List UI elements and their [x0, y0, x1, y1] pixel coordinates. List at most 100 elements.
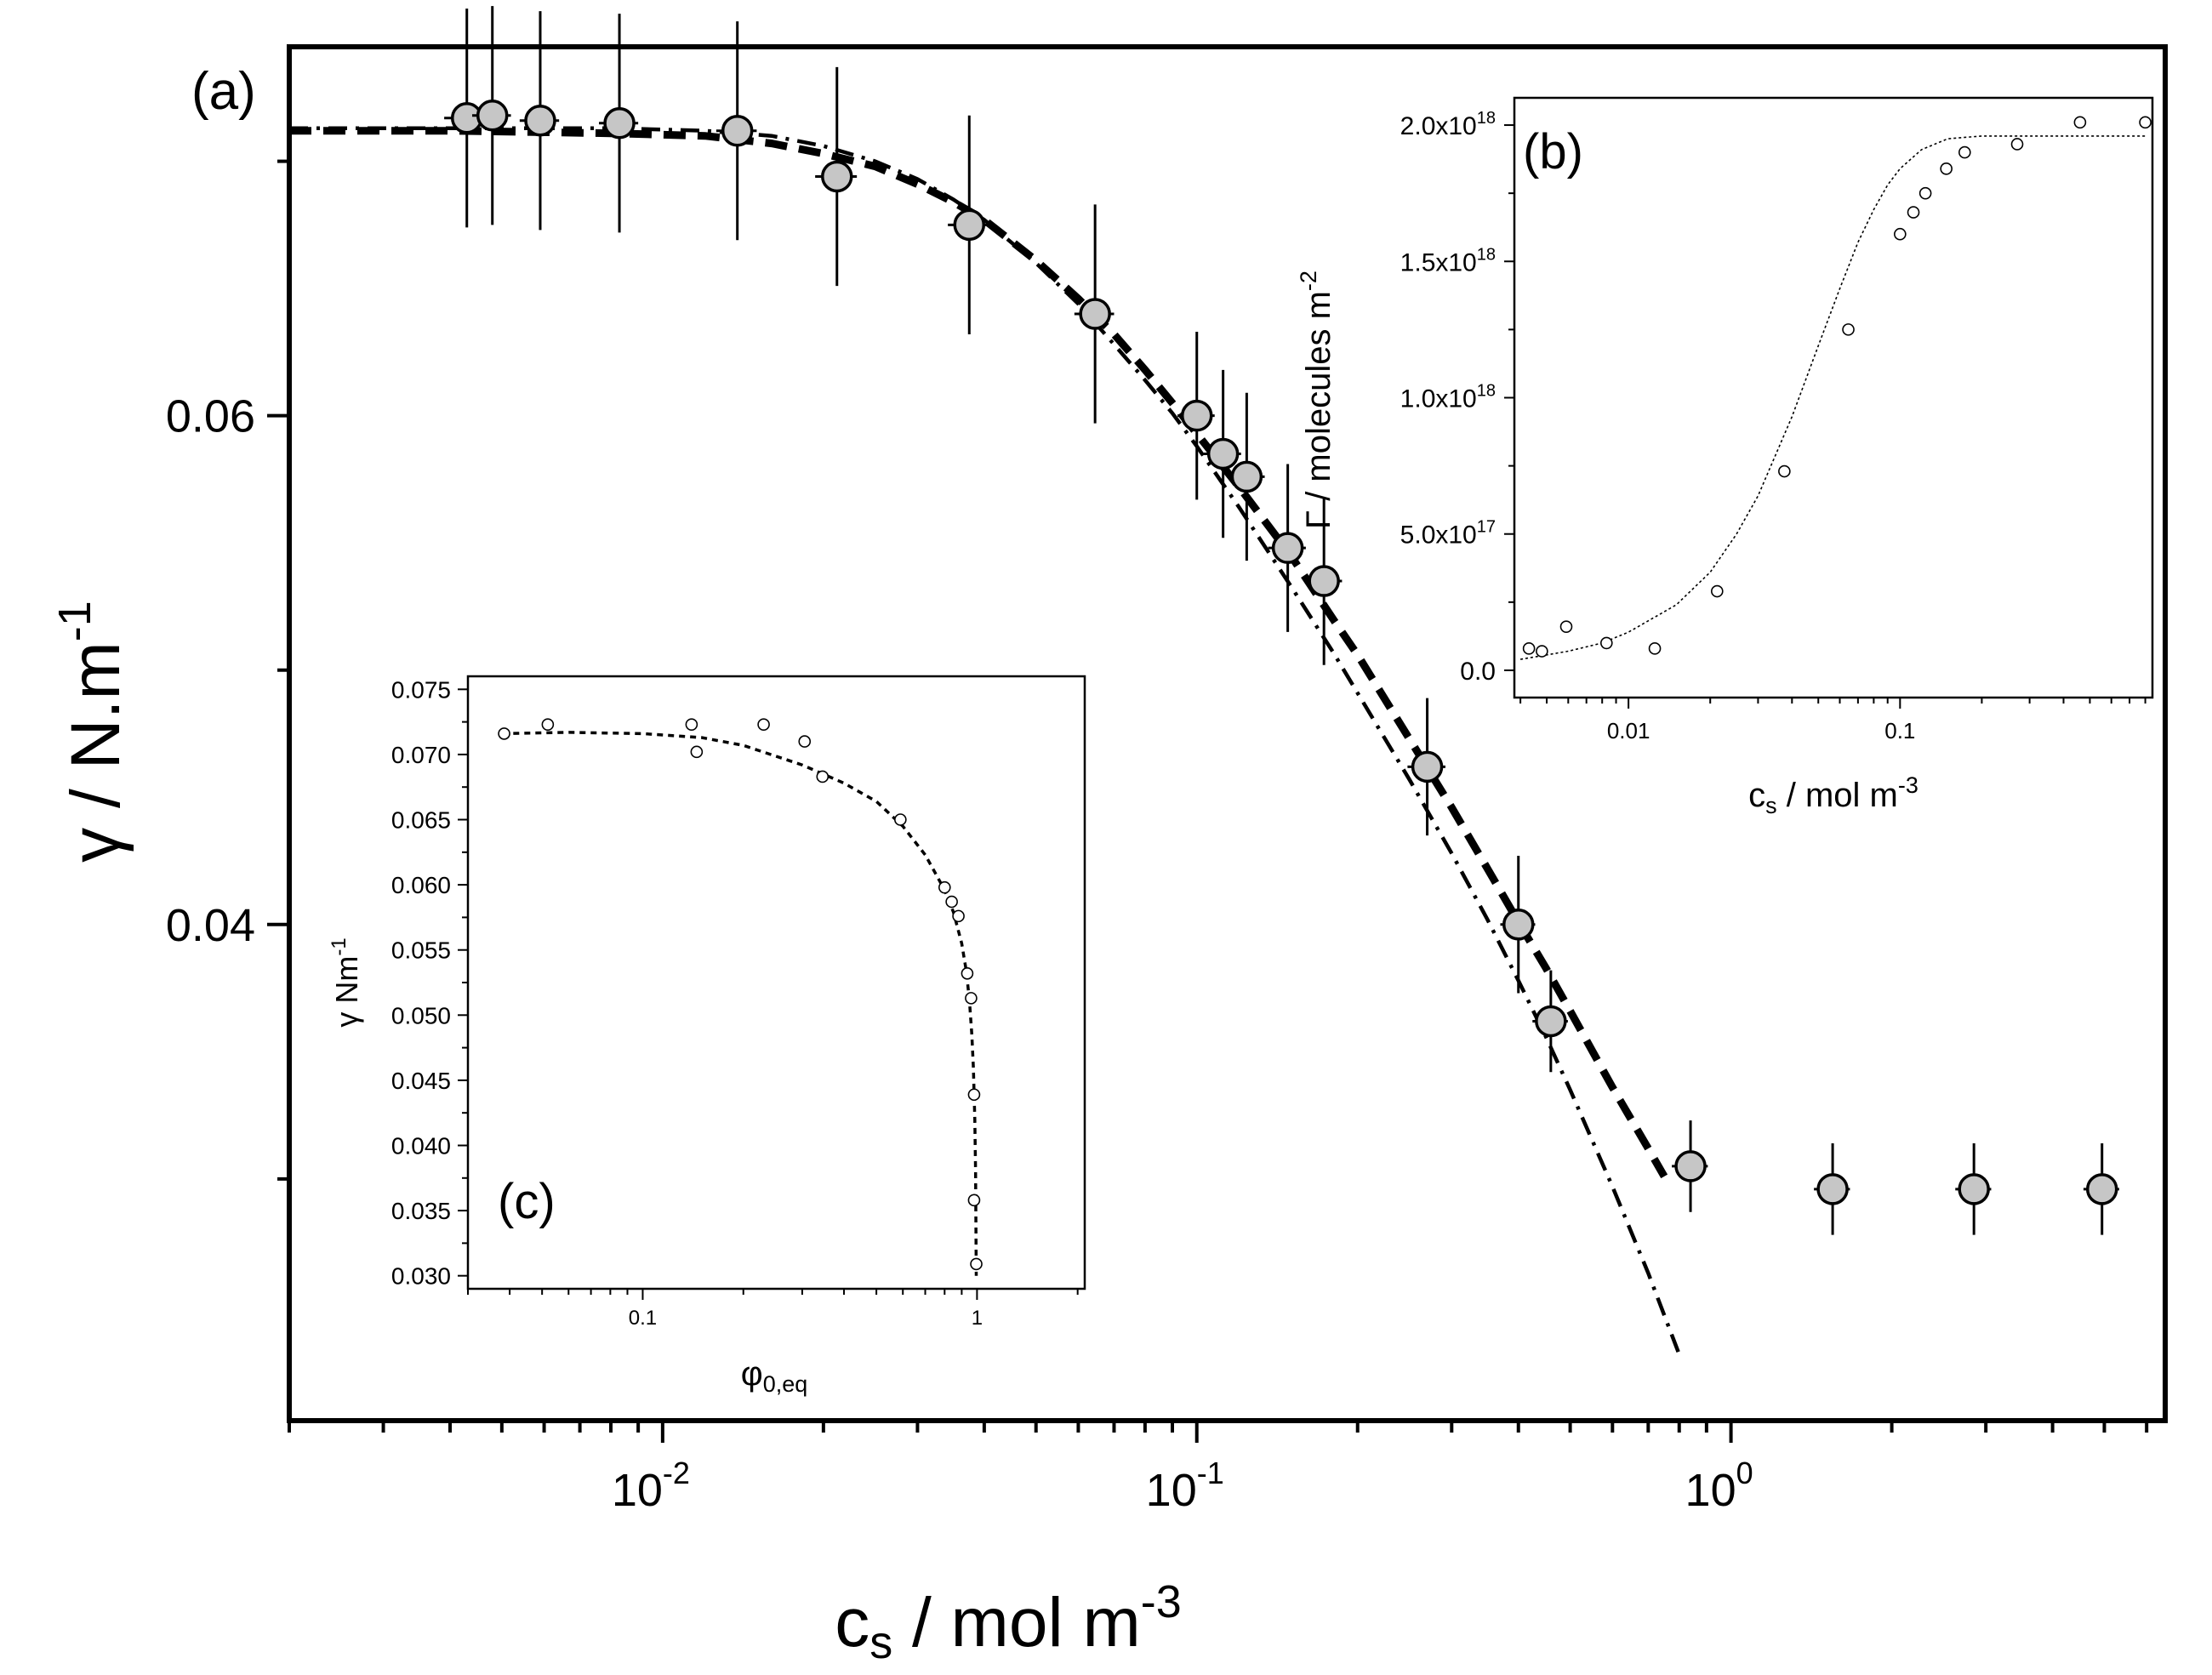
- x-tick-label: 0.1: [629, 1307, 657, 1330]
- panel-a-minor-ticks: [288, 1421, 2149, 1433]
- y-tick-label: 0.035: [391, 1198, 451, 1224]
- data-point-marker: [1502, 909, 1535, 941]
- data-point-5: [815, 66, 858, 287]
- data-point-3: [599, 14, 639, 233]
- panel-c-y-ticks: 0.030 0.035 0.040 0.045 0.050 0.055 0.060 0.065…: [391, 676, 468, 1290]
- data-point-marker: [2085, 1173, 2118, 1205]
- data-point-marker: [1271, 532, 1304, 564]
- panel-c-y-axis-label: γ Nm-1: [328, 937, 364, 1027]
- data-point-marker: [953, 208, 986, 242]
- y-tick-label: 0.0: [1460, 658, 1496, 686]
- panel-c-x-axis-label: φ0,eq: [741, 1355, 808, 1397]
- panel-a-frame: [287, 44, 2168, 1423]
- data-point-marker: [603, 106, 636, 140]
- panel-c-fit-line: [502, 731, 978, 1276]
- data-point-3: [690, 745, 704, 759]
- data-point-4: [715, 21, 757, 241]
- panel-b-label: (b): [1523, 124, 1583, 179]
- data-point-10: [1227, 392, 1265, 561]
- x-tick-label: 1: [972, 1307, 983, 1330]
- data-point-9: [945, 895, 958, 909]
- y-tick-label: 5.0x1017: [1400, 518, 1496, 550]
- panel-c-data-points: [498, 718, 983, 1271]
- data-point-19: [2083, 1143, 2119, 1235]
- panel-a-y-ticks: 0.04 0.06: [166, 159, 289, 1181]
- data-point-marker: [1958, 1173, 1990, 1205]
- panel-a-label: (a): [191, 62, 256, 121]
- data-point-15: [970, 1257, 983, 1271]
- data-point-marker: [1535, 1005, 1567, 1038]
- data-point-5: [1710, 584, 1724, 598]
- data-point-7: [894, 813, 907, 826]
- data-point-1: [471, 6, 511, 225]
- panel-a-x-axis-label: cs / mol m-3: [835, 1576, 1182, 1668]
- data-point-6: [948, 115, 989, 334]
- panel-a-x-ticks: 10-2 10-1 100: [612, 1421, 1753, 1516]
- data-point-3: [1600, 636, 1613, 650]
- data-point-0: [444, 9, 487, 228]
- data-point-16: [1672, 1120, 1708, 1212]
- y-tick-label: 1.5x1018: [1400, 245, 1496, 276]
- panel-b-x-ticks: 0.01 0.1: [1519, 698, 2146, 743]
- y-tick-label: 0.065: [391, 807, 451, 834]
- data-point-11: [961, 966, 974, 980]
- data-point-7: [1842, 323, 1855, 336]
- data-point-marker: [1079, 298, 1111, 330]
- data-point-marker: [821, 160, 853, 193]
- y-tick-label: 0.075: [391, 676, 451, 703]
- data-point-12: [965, 992, 978, 1005]
- panel-a-y-axis-label: γ / N.m-1: [49, 601, 134, 863]
- data-point-14: [1500, 856, 1536, 994]
- data-point-6: [1778, 464, 1791, 478]
- panel-b-fit-line: [1519, 135, 2146, 660]
- data-point-2: [519, 11, 560, 231]
- data-point-9: [1203, 369, 1241, 538]
- data-point-9: [1907, 206, 1920, 219]
- panel-b-inset: 0.01 0.1 0.0 5.0x1017 1.0x1018 1.5x1018 2.0x1…: [1296, 96, 2154, 818]
- data-point-marker: [1308, 565, 1340, 597]
- data-point-5: [798, 735, 812, 748]
- data-point-0: [498, 727, 510, 740]
- y-tick-label: 1.0x1018: [1400, 382, 1496, 413]
- data-point-marker: [1411, 750, 1444, 783]
- y-tick-label: 0.030: [391, 1263, 451, 1290]
- y-tick-label: 0.06: [166, 391, 255, 442]
- data-point-8: [1177, 331, 1215, 500]
- data-point-7: [1074, 204, 1115, 424]
- panel-a: 10-2 10-1 100 0.04 0.06 (a) cs / mol m-3 γ …: [49, 6, 2168, 1668]
- data-point-6: [816, 770, 830, 783]
- data-point-marker: [1816, 1173, 1849, 1205]
- panel-b-x-axis-label: cs / mol m-3: [1748, 772, 1918, 818]
- panel-b-y-axis-label: Γ / molecules m-2: [1296, 271, 1337, 529]
- data-point-15: [2139, 116, 2152, 129]
- data-point-marker: [721, 114, 754, 147]
- y-tick-label: 0.045: [391, 1068, 451, 1094]
- data-point-2: [1559, 620, 1573, 633]
- panel-c-frame: [466, 675, 1086, 1290]
- data-point-17: [1814, 1143, 1850, 1235]
- data-point-18: [1955, 1143, 1992, 1235]
- data-point-0: [1522, 642, 1536, 655]
- data-point-12: [1958, 145, 1971, 159]
- y-tick-label: 0.040: [391, 1132, 451, 1159]
- data-point-10: [1918, 186, 1932, 200]
- data-point-11: [1940, 162, 1953, 175]
- y-tick-label: 0.050: [391, 1002, 451, 1028]
- panel-b-data-points: [1522, 116, 2152, 658]
- y-tick-label: 0.055: [391, 937, 451, 964]
- x-tick-label: 0.1: [1884, 718, 1915, 743]
- data-point-13: [967, 1088, 981, 1102]
- x-tick-label: 10-2: [612, 1456, 690, 1516]
- data-point-8: [1894, 227, 1907, 241]
- data-point-12: [1304, 497, 1343, 665]
- data-point-13: [2010, 138, 2024, 151]
- y-tick-label: 0.060: [391, 872, 451, 898]
- fit-line-dashdot: [289, 126, 1681, 1356]
- data-point-10: [952, 909, 965, 923]
- data-point-marker: [524, 104, 556, 137]
- data-point-4: [1648, 642, 1662, 655]
- fit-line-dotted: [1519, 135, 2146, 660]
- data-point-marker: [1180, 399, 1213, 432]
- x-tick-label: 10-1: [1146, 1456, 1224, 1516]
